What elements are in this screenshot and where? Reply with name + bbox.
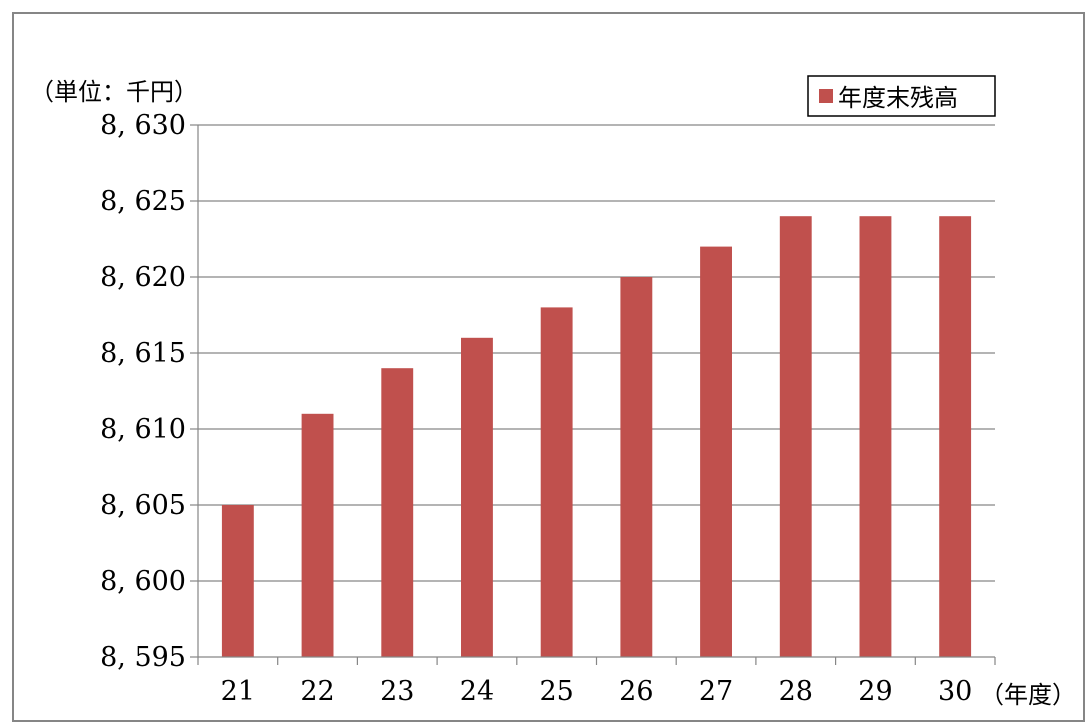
bar bbox=[540, 307, 573, 657]
x-tick-label: 27 bbox=[699, 676, 733, 707]
bar bbox=[859, 216, 892, 657]
legend: 年度末残高 bbox=[807, 75, 996, 117]
unit-label: （単位：千円） bbox=[30, 78, 198, 106]
y-tick-labels: 8, 595 8, 600 8, 605 8, 610 8, 615 8, 620 8, 6… bbox=[100, 110, 186, 673]
x-tick-label: 28 bbox=[779, 676, 813, 707]
x-tick-label: 21 bbox=[221, 676, 255, 707]
bar bbox=[779, 216, 812, 657]
axes bbox=[190, 124, 996, 665]
bar bbox=[939, 216, 972, 657]
bar bbox=[301, 413, 334, 657]
y-tick-label: 8, 600 bbox=[100, 566, 186, 597]
y-tick-label: 8, 605 bbox=[100, 490, 186, 521]
legend-swatch bbox=[819, 89, 833, 103]
x-tick-label: 22 bbox=[300, 676, 334, 707]
bar bbox=[700, 246, 732, 657]
x-tick-label: 30 bbox=[938, 676, 972, 707]
bar bbox=[381, 368, 414, 657]
y-tick-label: 8, 625 bbox=[100, 186, 186, 217]
x-tick-labels: 21 22 23 24 25 26 27 28 29 30 bbox=[221, 676, 973, 707]
y-tick-label: 8, 595 bbox=[100, 642, 186, 673]
bar bbox=[221, 505, 254, 657]
y-tick-label: 8, 610 bbox=[100, 414, 186, 445]
y-tick-label: 8, 620 bbox=[100, 262, 186, 293]
y-tick-label: 8, 615 bbox=[100, 338, 186, 369]
bar bbox=[461, 337, 493, 657]
legend-label: 年度末残高 bbox=[838, 84, 958, 112]
y-tick-label: 8, 630 bbox=[100, 110, 186, 141]
x-tick-label: 24 bbox=[460, 676, 494, 707]
bar bbox=[620, 277, 653, 657]
x-tick-label: 25 bbox=[539, 676, 573, 707]
bars bbox=[221, 216, 972, 657]
x-axis-label: （年度） bbox=[980, 681, 1076, 709]
legend-box bbox=[807, 75, 996, 117]
x-tick-label: 29 bbox=[858, 676, 892, 707]
x-tick-label: 26 bbox=[619, 676, 653, 707]
x-tick-label: 23 bbox=[380, 676, 414, 707]
